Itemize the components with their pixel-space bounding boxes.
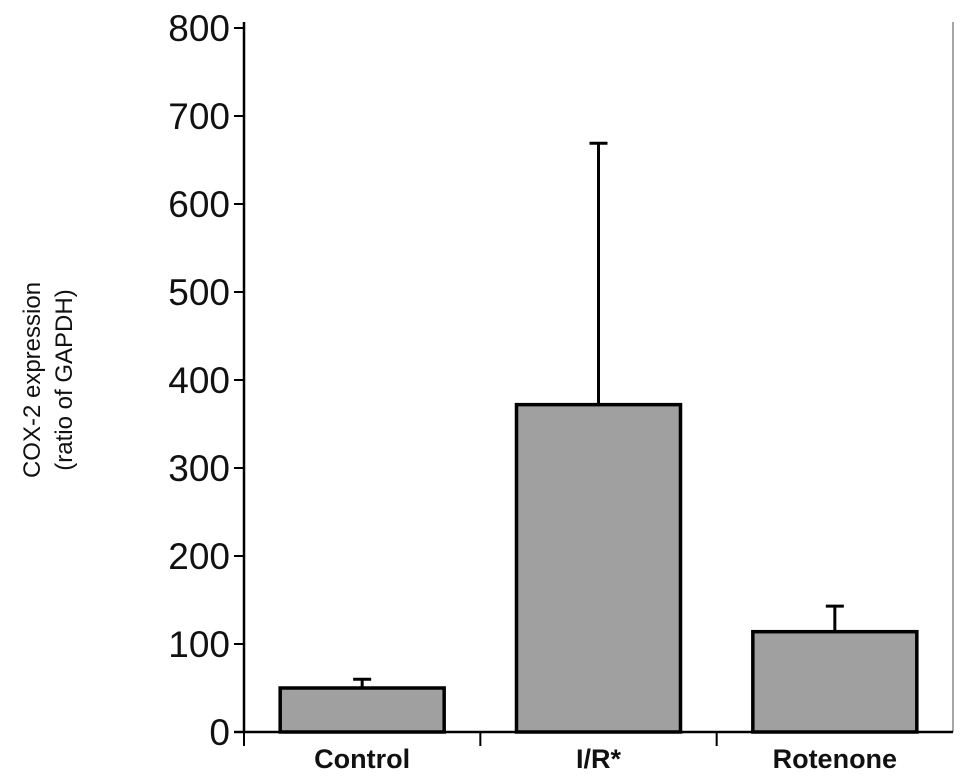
y-axis-label-line1: COX-2 expression <box>19 282 46 478</box>
y-axis-label-line2: (ratio of GAPDH) <box>51 289 78 470</box>
y-tick-label: 800 <box>168 8 230 49</box>
y-tick-label: 0 <box>209 712 230 753</box>
y-tick-label: 100 <box>168 624 230 665</box>
bar-rotenone <box>751 629 919 734</box>
x-tick-label: I/R* <box>576 744 622 774</box>
y-tick-label: 700 <box>168 96 230 137</box>
y-tick-label: 600 <box>168 184 230 225</box>
y-tick-label: 300 <box>168 448 230 489</box>
x-tick-label: Control <box>314 744 410 774</box>
y-tick-label: 400 <box>168 360 230 401</box>
bar-ir <box>514 402 683 734</box>
y-tick-label: 200 <box>168 536 230 577</box>
y-axis-label: COX-2 expression (ratio of GAPDH) <box>19 282 78 478</box>
bar-control <box>278 686 446 734</box>
y-tick-label: 500 <box>168 272 230 313</box>
x-tick-label: Rotenone <box>773 744 898 774</box>
